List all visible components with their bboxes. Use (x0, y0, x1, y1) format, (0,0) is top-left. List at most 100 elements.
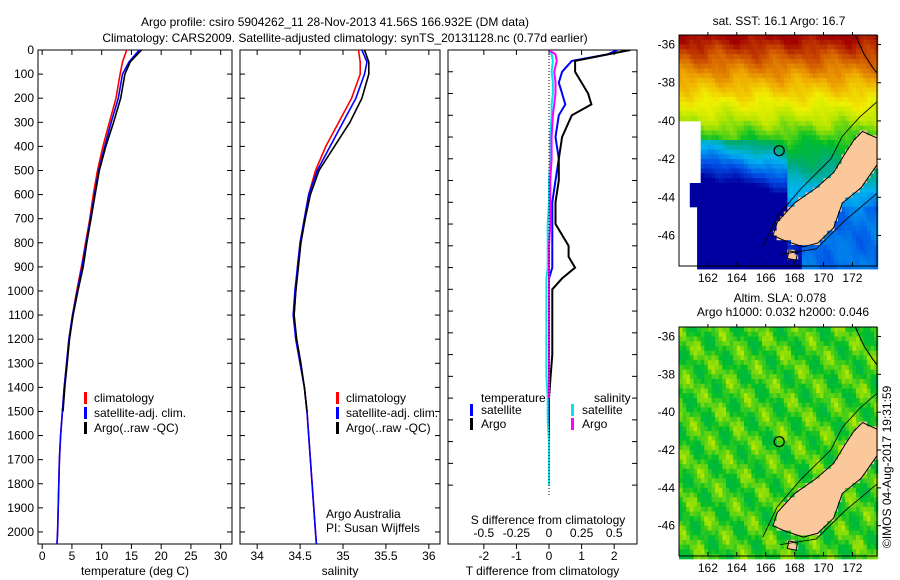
map-cell (726, 58, 731, 65)
map-cell (686, 544, 691, 550)
map-cell (689, 187, 694, 193)
plot-frame (447, 49, 638, 545)
map-cell (689, 440, 694, 446)
map-cell (707, 445, 712, 451)
map-cell (856, 192, 861, 198)
map-cell (744, 82, 749, 88)
map-cell (791, 106, 796, 112)
map-cell (700, 249, 705, 256)
map-cell (856, 225, 861, 232)
map-cell (715, 163, 720, 170)
map-cell (827, 454, 832, 460)
map-cell (856, 92, 861, 98)
map-cell (791, 82, 796, 88)
map-cell (715, 97, 720, 103)
map-cell (823, 341, 828, 347)
map-cell (798, 345, 803, 352)
map-cell (736, 187, 741, 193)
map-cell (718, 483, 723, 489)
map-cell (798, 383, 803, 389)
map-cell (776, 364, 781, 371)
map-cell (697, 187, 702, 193)
map-cell (715, 245, 720, 251)
map-cell (830, 63, 835, 69)
x-tick-label: 35.5 (374, 549, 398, 563)
map-cell (747, 73, 752, 79)
map-cell (816, 407, 821, 413)
map-cell (798, 393, 803, 399)
map-cell (707, 544, 712, 550)
x2-tick-label: -0.5 (474, 526, 495, 540)
map-cell (816, 341, 821, 347)
map-cell (819, 393, 824, 399)
map-cell (791, 178, 796, 184)
map-cell (733, 350, 738, 356)
map-cell (726, 197, 731, 203)
map-cell (812, 374, 817, 380)
map-cell (744, 130, 749, 136)
map-cell (704, 68, 709, 74)
map-cell (700, 68, 705, 74)
map-cell (729, 336, 734, 342)
map-cell (736, 125, 741, 131)
map-cell (863, 230, 868, 236)
map-cell (874, 49, 879, 55)
map-cell (733, 398, 738, 404)
map-cell (838, 35, 843, 41)
map-cell (747, 240, 752, 246)
map-cell (679, 459, 684, 465)
map-cell (733, 393, 738, 399)
map-cell (726, 216, 731, 222)
y-tick-label: 800 (14, 236, 34, 250)
map-cell (780, 225, 785, 232)
map-cell (693, 511, 698, 517)
map-cell (733, 416, 738, 423)
map-cell (812, 383, 817, 389)
map-cell (697, 360, 702, 366)
map-cell (700, 464, 705, 470)
map-cell (729, 431, 734, 437)
map-cell (765, 92, 770, 98)
map-cell (751, 87, 756, 93)
map-cell (736, 497, 741, 503)
map-cell (874, 221, 879, 227)
map-cell (827, 120, 832, 127)
map-cell (870, 97, 875, 103)
map-cell (834, 202, 839, 208)
map-cell (704, 421, 709, 427)
map-cell (809, 225, 814, 232)
map-cell (726, 192, 731, 198)
map-cell (816, 245, 821, 251)
map-cell (834, 459, 839, 465)
map-cell (801, 502, 806, 508)
map-cell (762, 63, 767, 69)
map-cell (863, 73, 868, 79)
map-cell (707, 450, 712, 456)
map-cell (772, 459, 777, 465)
map-cell (812, 525, 817, 531)
map-cell (700, 225, 705, 232)
map-cell (740, 49, 745, 55)
map-cell (772, 412, 777, 418)
map-cell (711, 502, 716, 508)
map-cell (733, 49, 738, 55)
map-cell (715, 68, 720, 74)
map-cell (801, 230, 806, 236)
map-cell (718, 101, 723, 108)
map-cell (856, 235, 861, 241)
map-cell (733, 235, 738, 241)
map-cell (783, 426, 788, 432)
map-cell (707, 78, 712, 84)
map-cell (707, 35, 712, 41)
map-cell (765, 106, 770, 112)
map-cell (823, 187, 828, 193)
map-cell (697, 502, 702, 508)
map-cell (787, 435, 792, 441)
map-cell (823, 135, 828, 141)
map-cell (715, 249, 720, 256)
map-cell (707, 492, 712, 498)
map-cell (722, 539, 727, 546)
map-cell (838, 101, 843, 108)
map-cell (693, 407, 698, 413)
map-cell (747, 345, 752, 352)
